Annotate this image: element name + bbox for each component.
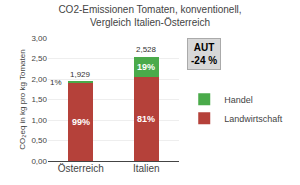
svg-text:0,50: 0,50 [31, 136, 47, 145]
svg-text:CO2-Emissionen Tomaten, konven: CO2-Emissionen Tomaten, konventionell,Ve… [58, 4, 241, 28]
svg-text:99%: 99% [72, 117, 90, 127]
svg-text:0,00: 0,00 [31, 157, 47, 166]
svg-text:1,929: 1,929 [70, 70, 91, 79]
svg-text:3,00: 3,00 [31, 34, 47, 43]
svg-text:1,50: 1,50 [31, 95, 47, 104]
svg-text:2,00: 2,00 [31, 75, 47, 84]
svg-text:Italien: Italien [133, 163, 160, 174]
svg-text:2,50: 2,50 [31, 54, 47, 63]
svg-text:Handel: Handel [224, 95, 253, 105]
svg-text:19%: 19% [137, 62, 155, 72]
svg-text:1%: 1% [50, 78, 62, 87]
svg-text:2,528: 2,528 [136, 45, 157, 54]
svg-text:1,00: 1,00 [31, 116, 47, 125]
svg-text:AUT-24 %: AUT-24 % [191, 42, 217, 66]
svg-text:81%: 81% [137, 114, 155, 124]
svg-text:Österreich: Österreich [58, 163, 104, 174]
svg-text:CO₂eq in kg pro kg Tomaten: CO₂eq in kg pro kg Tomaten [18, 49, 27, 149]
svg-text:Landwirtschaft: Landwirtschaft [224, 114, 283, 124]
